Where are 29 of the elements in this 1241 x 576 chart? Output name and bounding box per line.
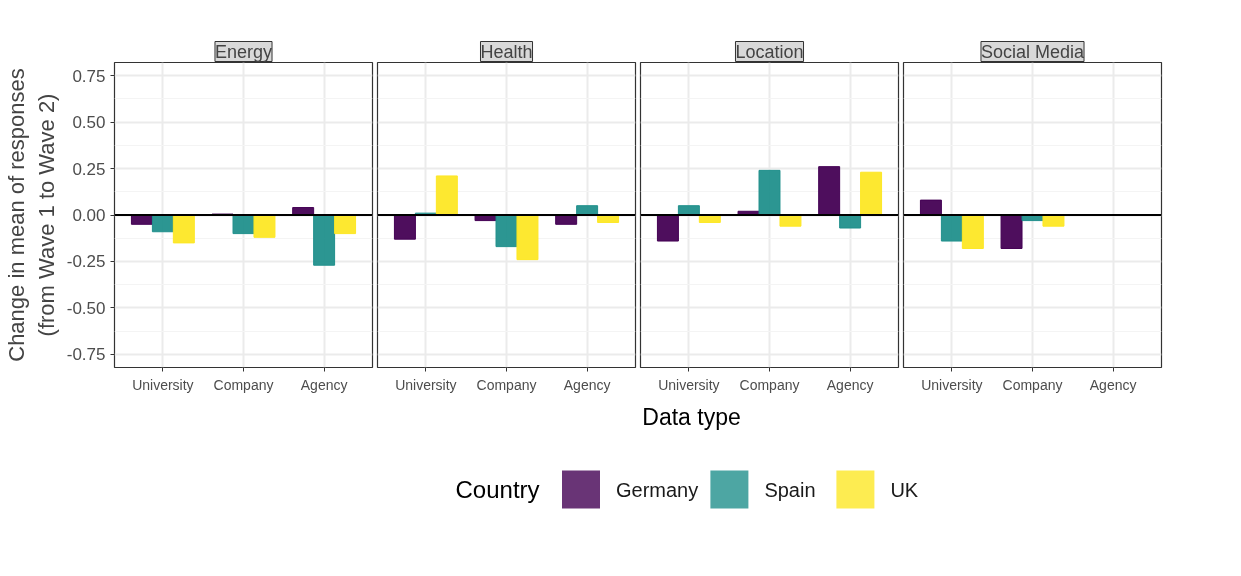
x-tick-label: University (658, 376, 720, 393)
x-tick-label: Company (476, 376, 537, 393)
x-axis-title: Data type (642, 403, 741, 430)
y-tick-label: -0.50 (66, 298, 106, 318)
chart-title: Social Media (980, 41, 1086, 62)
y-tick-label: -0.75 (66, 345, 106, 365)
x-tick-label: University (921, 376, 983, 393)
x-tick-label: University (395, 376, 457, 393)
x-tick-label: Company (739, 376, 800, 393)
legend-label: Spain (764, 478, 816, 501)
y-tick-label: 0.50 (72, 113, 106, 133)
legend-title: Country (455, 476, 540, 503)
y-tick-label: 0.25 (72, 159, 106, 179)
x-tick-label: Agency (300, 376, 348, 393)
x-tick-label: Agency (1089, 376, 1137, 393)
y-tick-label: 0.00 (72, 206, 106, 225)
y-axis-title: Change in mean of responses (from Wave 1 to Wave 2) (3, 68, 59, 362)
chart-title: Health (480, 41, 533, 62)
x-tick-label: Company (213, 376, 274, 393)
chart-title: Energy (214, 41, 273, 62)
x-tick-label: Company (1002, 376, 1063, 393)
x-tick-label: Agency (563, 376, 611, 393)
x-tick-label: Agency (826, 376, 874, 393)
legend-label: Germany (616, 478, 699, 501)
x-tick-label: University (132, 376, 194, 393)
legend-label: UK (890, 478, 919, 501)
y-tick-label: -0.25 (66, 252, 106, 272)
y-tick-label: 0.75 (72, 66, 106, 86)
chart-title: Location (735, 41, 804, 62)
